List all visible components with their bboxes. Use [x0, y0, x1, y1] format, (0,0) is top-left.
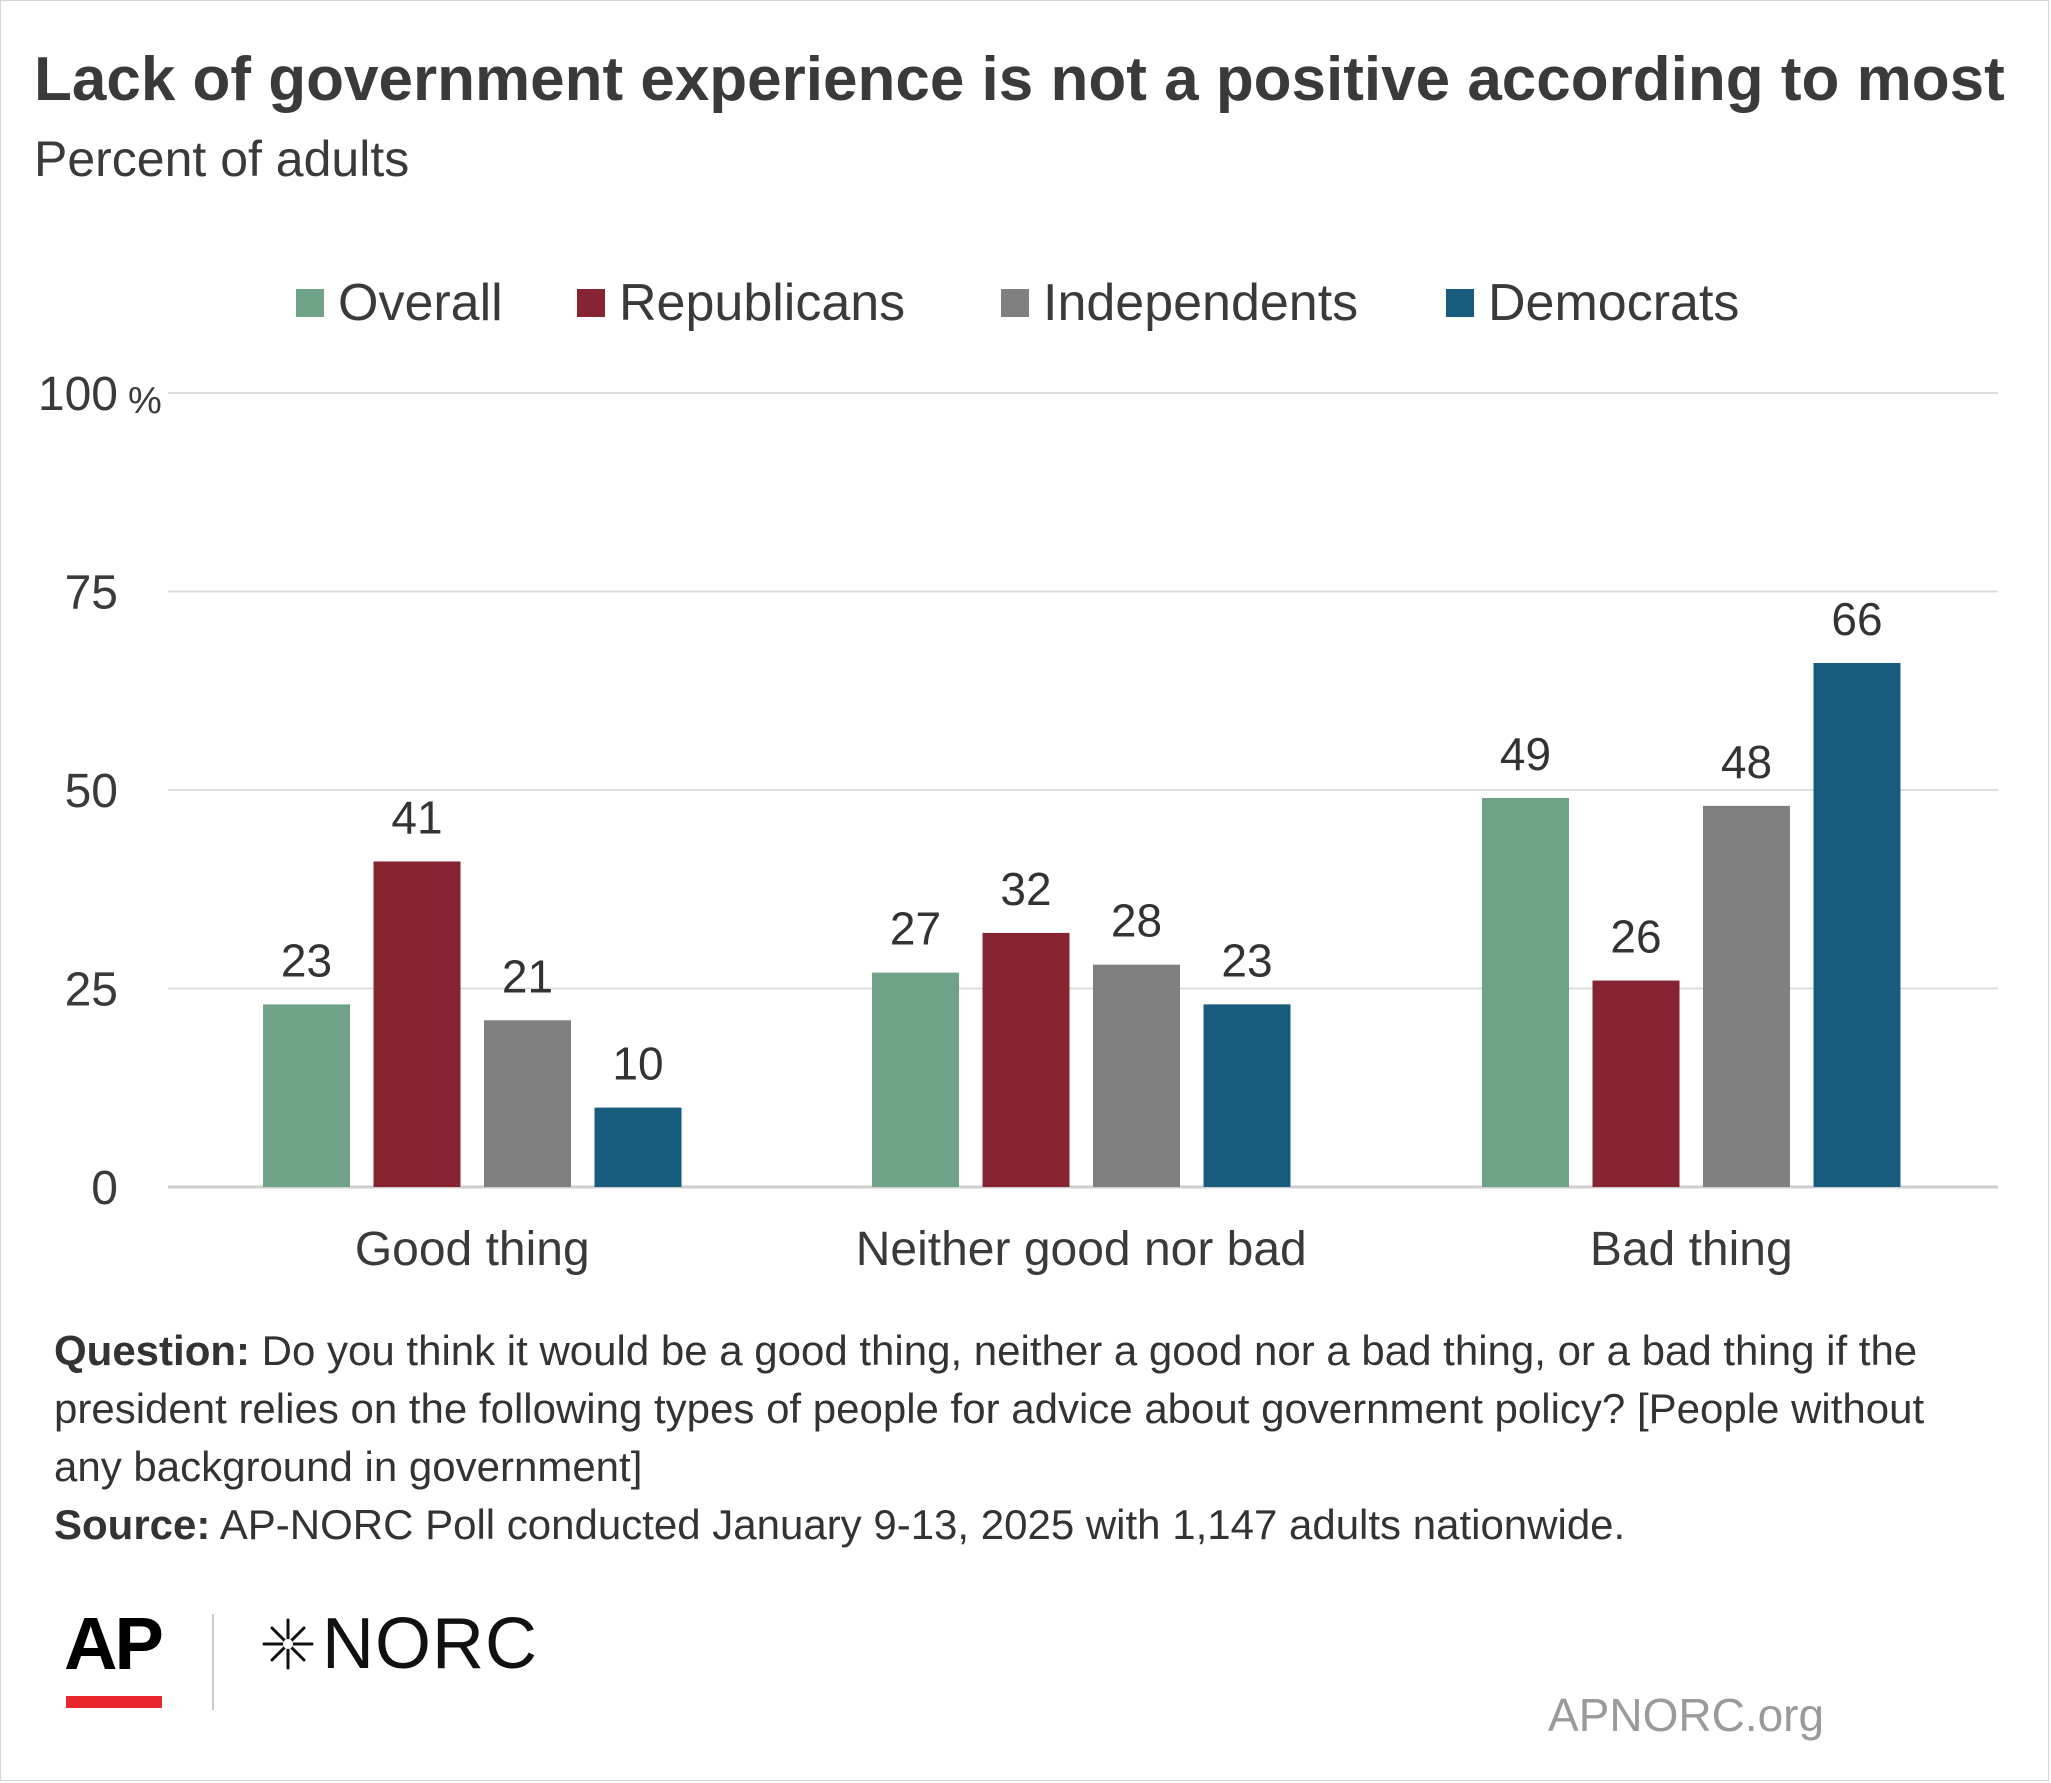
chart-footer: Question: Do you think it would be a goo… — [54, 1322, 1974, 1554]
y-tick-label: 100 — [38, 368, 118, 421]
bar — [373, 861, 461, 1187]
bar — [1203, 1004, 1291, 1187]
data-label: 23 — [1221, 934, 1272, 986]
source-note: Source: AP-NORC Poll conducted January 9… — [54, 1496, 1974, 1554]
bar — [1592, 980, 1680, 1187]
y-tick-label: 75 — [65, 567, 118, 620]
legend-swatch-democrats — [1446, 289, 1474, 317]
data-label: 23 — [281, 934, 332, 986]
norc-logo-text: NORC — [322, 1604, 538, 1684]
legend-item-overall: Overall — [296, 270, 503, 336]
x-category-label: Bad thing — [1590, 1223, 1793, 1276]
site-url: APNORC.org — [1548, 1689, 1825, 1741]
legend-item-republicans: Republicans — [577, 270, 905, 336]
data-label: 10 — [612, 1038, 663, 1090]
question-label: Question: — [54, 1327, 250, 1374]
ap-logo: AP — [64, 1602, 164, 1685]
bar — [594, 1107, 682, 1187]
source-text: AP-NORC Poll conducted January 9-13, 202… — [210, 1501, 1626, 1548]
bar — [872, 972, 959, 1187]
bar — [1703, 805, 1790, 1187]
legend-swatch-independents — [1001, 289, 1029, 317]
logo-divider — [212, 1614, 214, 1710]
y-tick-label: 50 — [65, 765, 118, 818]
legend: Overall Republicans Independents Democra… — [0, 270, 2051, 336]
data-label: 27 — [890, 903, 941, 955]
legend-label-independents: Independents — [1043, 274, 1359, 332]
legend-label-overall: Overall — [338, 274, 503, 332]
data-label: 21 — [502, 950, 553, 1002]
data-label: 48 — [1721, 736, 1772, 788]
legend-swatch-overall — [296, 289, 324, 317]
bar — [484, 1020, 571, 1187]
x-category-label: Good thing — [355, 1223, 590, 1276]
bar-chart: 0 25 50 75 100 % 23 41 21 10 Good thing 27 32 28 23 Nei… — [38, 368, 1998, 1276]
question-text: Do you think it would be a good thing, n… — [54, 1327, 1925, 1490]
question-note: Question: Do you think it would be a goo… — [54, 1322, 1974, 1496]
chart-title: Lack of government experience is not a p… — [34, 45, 2005, 114]
logos: AP NORC — [64, 1604, 624, 1714]
bar — [982, 932, 1070, 1187]
data-label: 66 — [1831, 593, 1882, 645]
data-label: 28 — [1111, 895, 1162, 947]
y-tick-label: 25 — [65, 964, 118, 1017]
legend-label-democrats: Democrats — [1488, 274, 1740, 332]
legend-swatch-republicans — [577, 289, 605, 317]
x-category-label: Neither good nor bad — [856, 1223, 1307, 1276]
bar — [1482, 797, 1569, 1187]
y-tick-label: 0 — [91, 1162, 118, 1215]
data-label: 32 — [1000, 863, 1051, 915]
chart-subtitle: Percent of adults — [34, 131, 410, 187]
norc-star-icon — [262, 1618, 314, 1670]
ap-logo-bar — [66, 1696, 162, 1708]
data-label: 49 — [1500, 728, 1551, 780]
legend-item-independents: Independents — [1001, 270, 1358, 336]
source-label: Source: — [54, 1501, 211, 1548]
legend-label-republicans: Republicans — [619, 274, 906, 332]
y-unit-label: % — [128, 380, 162, 422]
bar — [1093, 964, 1180, 1187]
legend-item-democrats: Democrats — [1446, 270, 1739, 336]
bar — [1813, 662, 1901, 1187]
norc-logo: NORC — [260, 1604, 538, 1684]
data-label: 41 — [391, 791, 442, 843]
bar — [263, 1004, 350, 1187]
data-label: 26 — [1610, 911, 1661, 963]
